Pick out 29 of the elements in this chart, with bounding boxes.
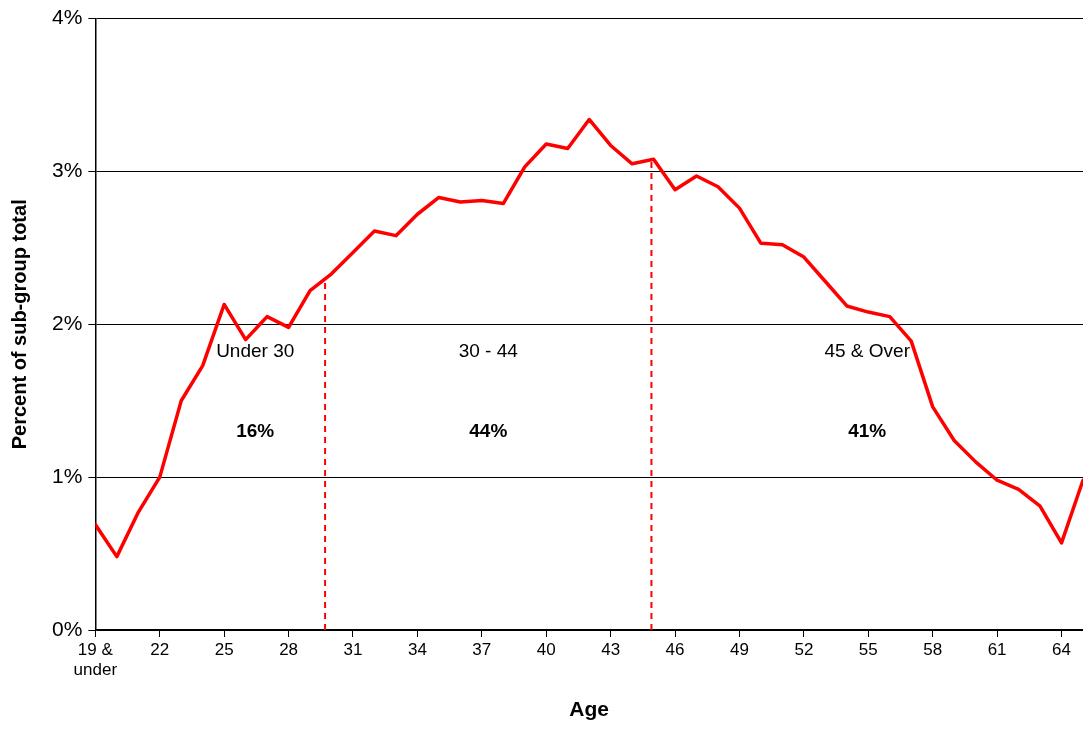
x-tick-label: 52 bbox=[794, 639, 814, 659]
y-axis-title: Percent of sub-group total bbox=[7, 199, 30, 450]
annotation: 44% bbox=[469, 419, 508, 441]
x-tick-label: 19 & under bbox=[73, 639, 118, 680]
x-tick-label: 61 bbox=[987, 639, 1007, 659]
annotation: 16% bbox=[236, 419, 275, 441]
annotation: 30 - 44 bbox=[458, 340, 519, 362]
x-axis-title: Age bbox=[569, 697, 610, 721]
annotation: 45 & Over bbox=[824, 340, 911, 362]
x-tick-label: 49 bbox=[730, 639, 749, 659]
y-tick-label: 2% bbox=[51, 311, 83, 335]
x-tick-label: 40 bbox=[536, 639, 556, 659]
x-tick-label: 28 bbox=[279, 639, 299, 659]
x-tick-label: 55 bbox=[858, 639, 878, 659]
x-tick-label: 43 bbox=[601, 639, 621, 659]
x-tick-label: 22 bbox=[150, 639, 170, 659]
annotation: 41% bbox=[848, 419, 887, 441]
x-tick-label: 46 bbox=[665, 639, 685, 659]
y-tick-label: 4% bbox=[51, 5, 83, 29]
x-tick-label: 25 bbox=[214, 639, 234, 659]
x-tick-label: 34 bbox=[407, 639, 427, 659]
x-tick-label: 64 bbox=[1052, 639, 1071, 659]
x-tick-label: 31 bbox=[343, 639, 363, 659]
x-tick-label: 58 bbox=[923, 639, 943, 659]
y-tick-label: 1% bbox=[51, 463, 83, 487]
y-tick-label: 0% bbox=[51, 616, 83, 640]
x-tick-label: 37 bbox=[472, 639, 492, 659]
annotation: Under 30 bbox=[216, 340, 295, 362]
y-tick-label: 3% bbox=[51, 158, 83, 182]
